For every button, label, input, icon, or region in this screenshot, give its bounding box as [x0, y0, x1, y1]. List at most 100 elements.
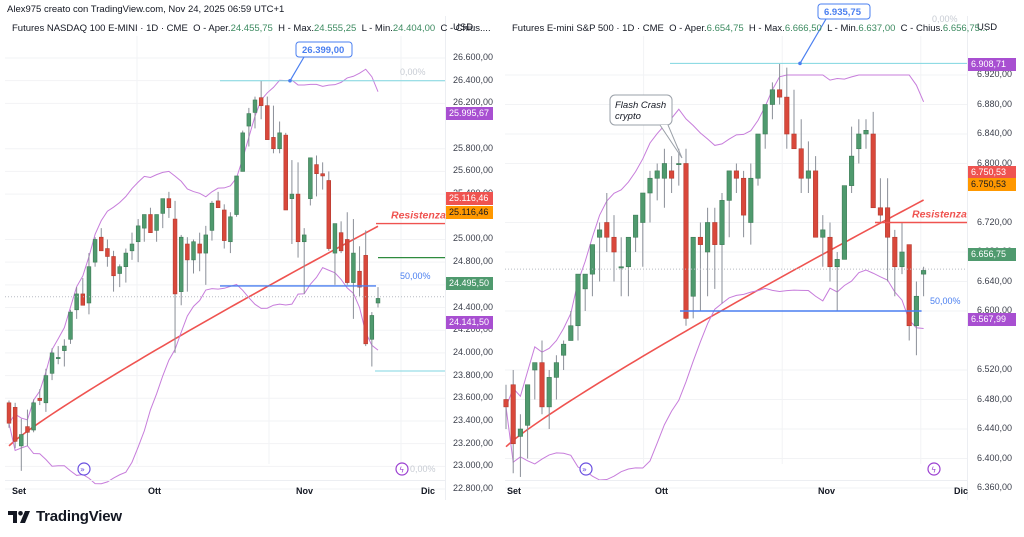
- candle: [769, 82, 775, 120]
- candle: [314, 155, 319, 197]
- candle: [105, 239, 110, 267]
- candle: [197, 232, 202, 272]
- currency-label: USD: [977, 22, 998, 33]
- fib-50-label: 50,00%: [400, 271, 431, 281]
- price-tick: 6.720,00: [977, 216, 1013, 227]
- candle: [117, 264, 122, 288]
- candle: [870, 111, 876, 209]
- high-label: H - Max.: [748, 23, 785, 34]
- candle: [332, 223, 338, 285]
- candle: [705, 207, 711, 297]
- price-tick: 23.800,00: [453, 369, 494, 380]
- x-label-ott: Ott: [655, 486, 668, 496]
- candle: [834, 252, 840, 311]
- candle: [363, 230, 368, 347]
- candle: [191, 239, 196, 274]
- tradingview-logo-icon: [8, 510, 30, 523]
- candle: [62, 339, 67, 367]
- candle: [741, 170, 747, 238]
- candle: [185, 237, 190, 292]
- symbol-legend: Futures E-mini S&P 500 · 1D · CME O - Ap…: [512, 23, 988, 34]
- candle: [178, 234, 184, 306]
- low-value: 24.404,00: [392, 23, 436, 34]
- price-tick: 24.200,00: [453, 324, 494, 335]
- earnings-flash-icon[interactable]: ϟ: [395, 462, 409, 476]
- dividend-icon[interactable]: »: [579, 462, 593, 476]
- candle: [49, 348, 55, 381]
- high-callout: [817, 3, 871, 20]
- candle: [676, 148, 682, 186]
- candle: [561, 340, 567, 370]
- svg-text:ϟ: ϟ: [399, 466, 404, 475]
- candle: [589, 244, 595, 297]
- svg-text:»: »: [582, 465, 587, 474]
- close-label: C - Chius....: [440, 23, 491, 34]
- resistance-label: Resistenza: [391, 210, 446, 222]
- candle: [877, 178, 883, 223]
- price-tick: 6.600,00: [977, 305, 1013, 315]
- price-tick: 25.600,00: [453, 165, 494, 176]
- price-tick: 23.400,00: [453, 414, 494, 425]
- price-tick: 6.920,00: [977, 69, 1013, 79]
- dividend-icon[interactable]: »: [77, 462, 91, 476]
- price-tick: 25.000,00: [453, 233, 494, 244]
- candle: [277, 121, 282, 154]
- candle: [129, 232, 135, 260]
- candlestick-plot[interactable]: Resistenza 50,00% 0,00% 6.935,75 Flash Crash…: [500, 3, 1024, 494]
- candle: [892, 229, 898, 297]
- candle: [863, 119, 869, 149]
- candle: [369, 312, 375, 367]
- candle: [135, 219, 141, 263]
- price-tick: 23.200,00: [453, 437, 494, 448]
- price-tag-bollinger-upper: 25.995,67: [446, 107, 493, 120]
- candle: [625, 236, 631, 297]
- candle: [604, 193, 610, 252]
- chart-panel-sp500[interactable]: Futures E-mini S&P 500 · 1D · CME O - Ap…: [500, 3, 1024, 500]
- candle: [142, 214, 147, 242]
- candle: [849, 126, 855, 193]
- price-tag-last-price: 6.656,75: [968, 248, 1016, 261]
- price-tick: 26.600,00: [453, 52, 494, 62]
- candle: [289, 160, 295, 245]
- candle: [913, 281, 919, 356]
- candlestick-plot[interactable]: Resistenza 50,00% 0,00% 0,00% 26.399,00 » ϟ: [0, 16, 500, 494]
- candle: [805, 141, 811, 193]
- candle: [813, 156, 819, 238]
- price-tag-moving-average: 6.750,53: [968, 166, 1016, 179]
- price-tag-bollinger-lower: 24.141,50: [446, 316, 493, 329]
- candle: [326, 171, 332, 251]
- currency-label: USD: [453, 22, 474, 33]
- earnings-flash-icon[interactable]: ϟ: [927, 462, 941, 476]
- candle: [568, 311, 574, 341]
- svg-text:ϟ: ϟ: [931, 466, 936, 475]
- candle: [733, 163, 739, 193]
- candle: [6, 400, 12, 428]
- candle: [633, 214, 639, 252]
- price-tick: 23.000,00: [453, 460, 494, 471]
- low-label: L - Min.: [361, 23, 393, 34]
- brand-name: TradingView: [36, 508, 122, 525]
- candle: [517, 414, 523, 477]
- candle: [791, 89, 797, 150]
- chart-panel-nasdaq[interactable]: Futures NASDAQ 100 E-MINI · 1D · CME O -…: [0, 16, 500, 500]
- price-tick: 23.600,00: [453, 392, 494, 403]
- price-tick: 26.200,00: [453, 97, 494, 108]
- time-axis-divider: [5, 480, 445, 481]
- price-tick: 26.400,00: [453, 74, 494, 85]
- candle: [301, 228, 307, 294]
- candle: [80, 278, 86, 306]
- candle: [92, 237, 98, 267]
- low-label: L - Min.: [827, 23, 859, 34]
- time-axis-divider: [505, 480, 967, 481]
- tradingview-logo[interactable]: TradingView: [8, 508, 122, 525]
- candle: [111, 250, 116, 292]
- resistance-label: Resistenza: [912, 209, 967, 221]
- candle: [37, 389, 42, 406]
- candle: [148, 207, 153, 233]
- high-callout-label: 26.399,00: [302, 45, 344, 56]
- price-tick: 6.840,00: [977, 128, 1013, 138]
- flash-crash-callout: [609, 94, 673, 126]
- price-tick: 25.800,00: [453, 142, 494, 153]
- candle: [209, 200, 215, 241]
- candle: [532, 362, 538, 400]
